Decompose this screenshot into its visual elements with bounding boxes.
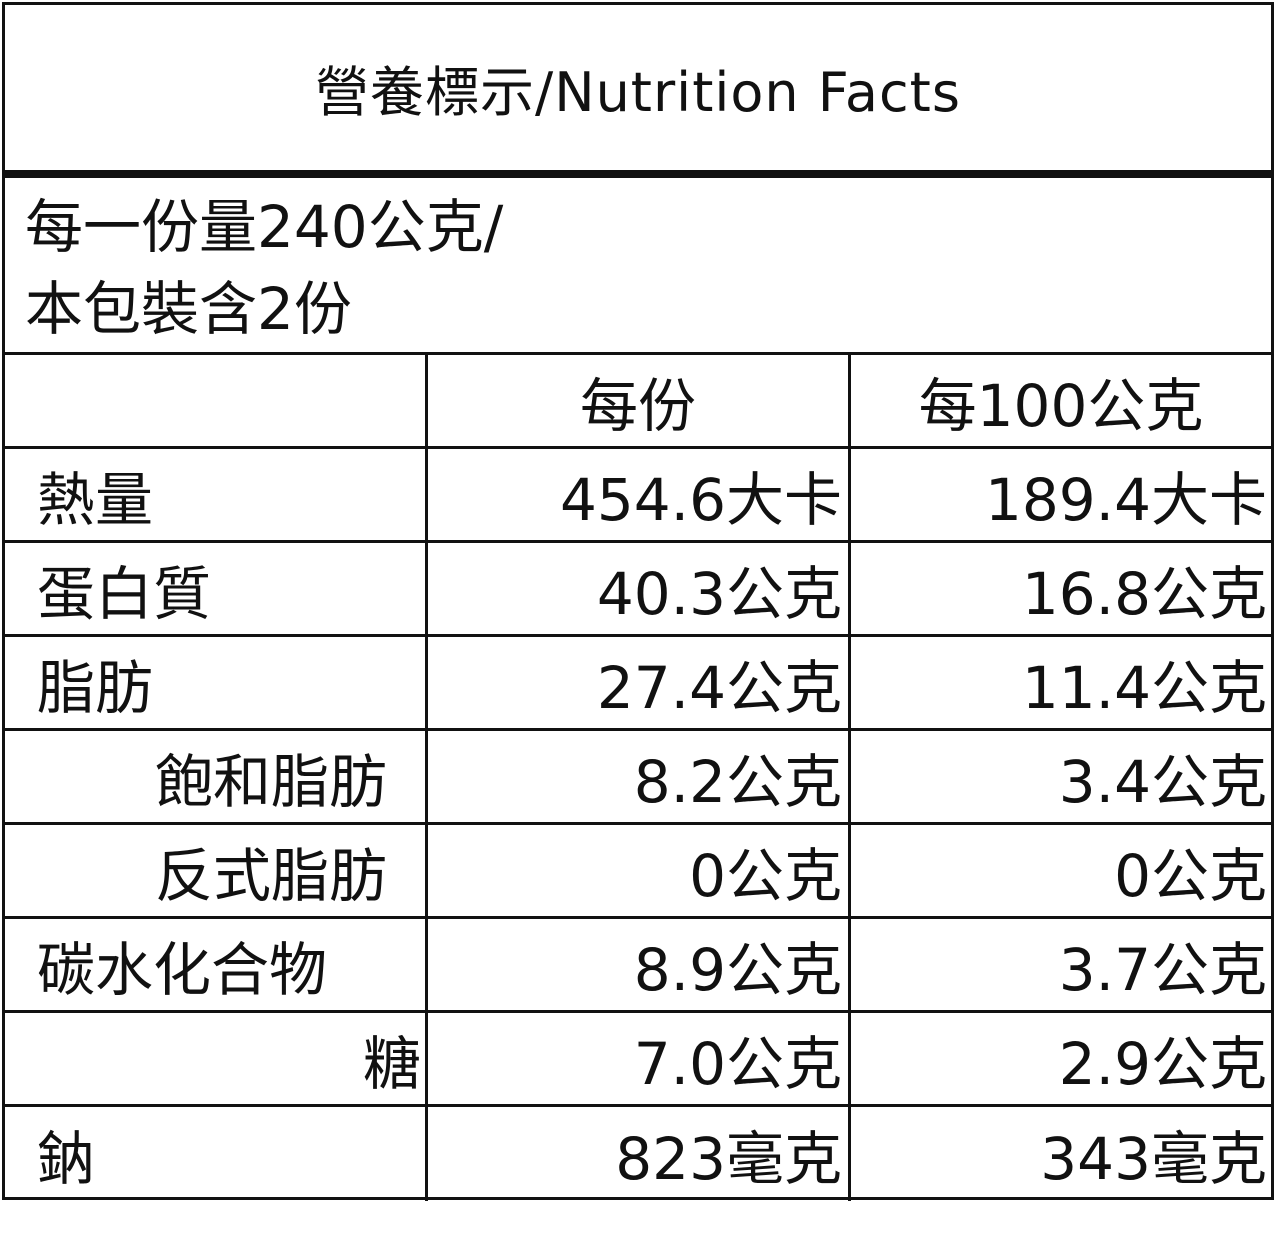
per-100g-value: 2.9公克	[1058, 1029, 1267, 1098]
nutrient-name: 反式脂肪	[5, 825, 428, 916]
header-per-serving: 每份	[428, 355, 851, 446]
nutrition-table: 每份 每100公克 熱量 454.6大卡 189.4大卡 蛋白質 40.3公克 …	[5, 355, 1271, 1201]
header-per-100g: 每100公克	[918, 371, 1204, 440]
per-serving-value: 7.0公克	[428, 1013, 851, 1104]
nutrient-name: 碳水化合物	[5, 919, 428, 1010]
table-row: 熱量 454.6大卡 189.4大卡	[5, 449, 1271, 543]
serving-info: 每一份量240公克/ 本包裝含2份	[5, 178, 1271, 355]
table-row: 糖 7.0公克 2.9公克	[5, 1013, 1271, 1107]
per-100g-value: 343毫克	[1040, 1125, 1267, 1193]
per-serving-value: 8.9公克	[428, 919, 851, 1010]
servings-per-package-text: 本包裝含2份	[25, 275, 352, 343]
nutrient-name: 鈉	[5, 1107, 428, 1201]
per-100g-value: 3.7公克	[1058, 935, 1267, 1004]
nutrient-name: 脂肪	[5, 637, 428, 728]
per-serving-value: 40.3公克	[428, 543, 851, 634]
table-row: 鈉 823毫克 343毫克	[5, 1107, 1271, 1201]
label-title: 營養標示/Nutrition Facts	[5, 5, 1271, 178]
per-serving-value: 823毫克	[428, 1107, 851, 1201]
table-row: 脂肪 27.4公克 11.4公克	[5, 637, 1271, 731]
per-serving-value: 454.6大卡	[428, 449, 851, 540]
nutrient-name: 飽和脂肪	[5, 731, 428, 822]
per-serving-value: 0公克	[428, 825, 851, 916]
per-100g-value: 11.4公克	[1021, 653, 1267, 722]
per-100g-value: 0公克	[1114, 841, 1267, 910]
per-100g-value: 189.4大卡	[984, 465, 1267, 534]
per-100g-value: 16.8公克	[1021, 559, 1267, 628]
table-header-row: 每份 每100公克	[5, 355, 1271, 449]
header-blank-cell	[5, 355, 428, 446]
per-100g-value: 3.4公克	[1058, 747, 1267, 816]
table-row: 蛋白質 40.3公克 16.8公克	[5, 543, 1271, 637]
nutrient-name: 蛋白質	[5, 543, 428, 634]
table-row: 反式脂肪 0公克 0公克	[5, 825, 1271, 919]
nutrient-name: 熱量	[5, 449, 428, 540]
nutrient-name: 糖	[5, 1013, 428, 1104]
table-row: 飽和脂肪 8.2公克 3.4公克	[5, 731, 1271, 825]
per-serving-value: 8.2公克	[428, 731, 851, 822]
table-row: 碳水化合物 8.9公克 3.7公克	[5, 919, 1271, 1013]
serving-size-text: 每一份量240公克/	[25, 193, 504, 261]
nutrition-facts-label: 營養標示/Nutrition Facts 每一份量240公克/ 本包裝含2份 每…	[2, 2, 1274, 1201]
per-serving-value: 27.4公克	[428, 637, 851, 728]
